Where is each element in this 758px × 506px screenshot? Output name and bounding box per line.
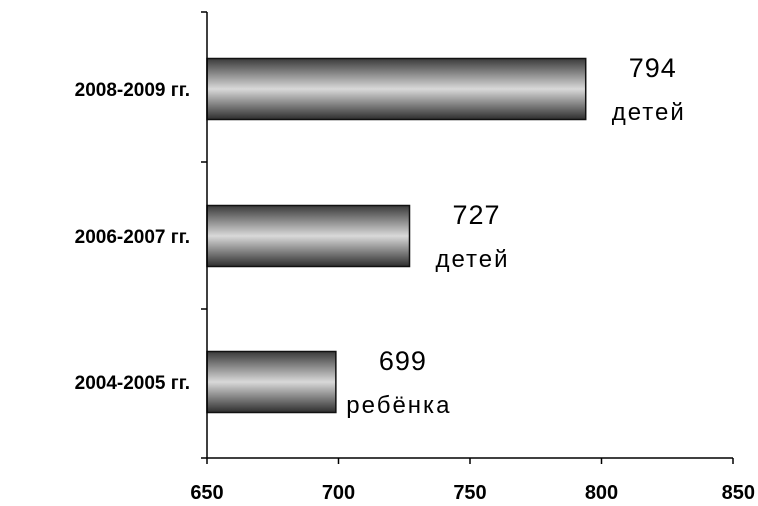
- bar-2: [206, 350, 337, 414]
- data-label-unit-1: детей: [435, 246, 509, 273]
- bar-0: [206, 57, 587, 121]
- data-label-value-2: 699: [379, 346, 427, 376]
- x-tick-label-0: 650: [190, 482, 223, 504]
- data-label-unit-0: детей: [612, 99, 686, 126]
- x-tick-label-3: 800: [585, 482, 618, 504]
- data-label-value-1: 727: [452, 200, 500, 230]
- data-label-value-0: 794: [629, 53, 677, 83]
- category-label-0: 2008-2009 гг.: [75, 80, 190, 101]
- x-tick-label-1: 700: [322, 482, 355, 504]
- category-label-2: 2004-2005 гг.: [75, 373, 190, 394]
- x-tick-label-4: 850: [722, 482, 755, 504]
- data-label-unit-2: ребёнка: [346, 392, 451, 419]
- bar-1: [206, 204, 411, 268]
- category-label-1: 2006-2007 гг.: [75, 227, 190, 248]
- x-tick-label-2: 750: [453, 482, 486, 504]
